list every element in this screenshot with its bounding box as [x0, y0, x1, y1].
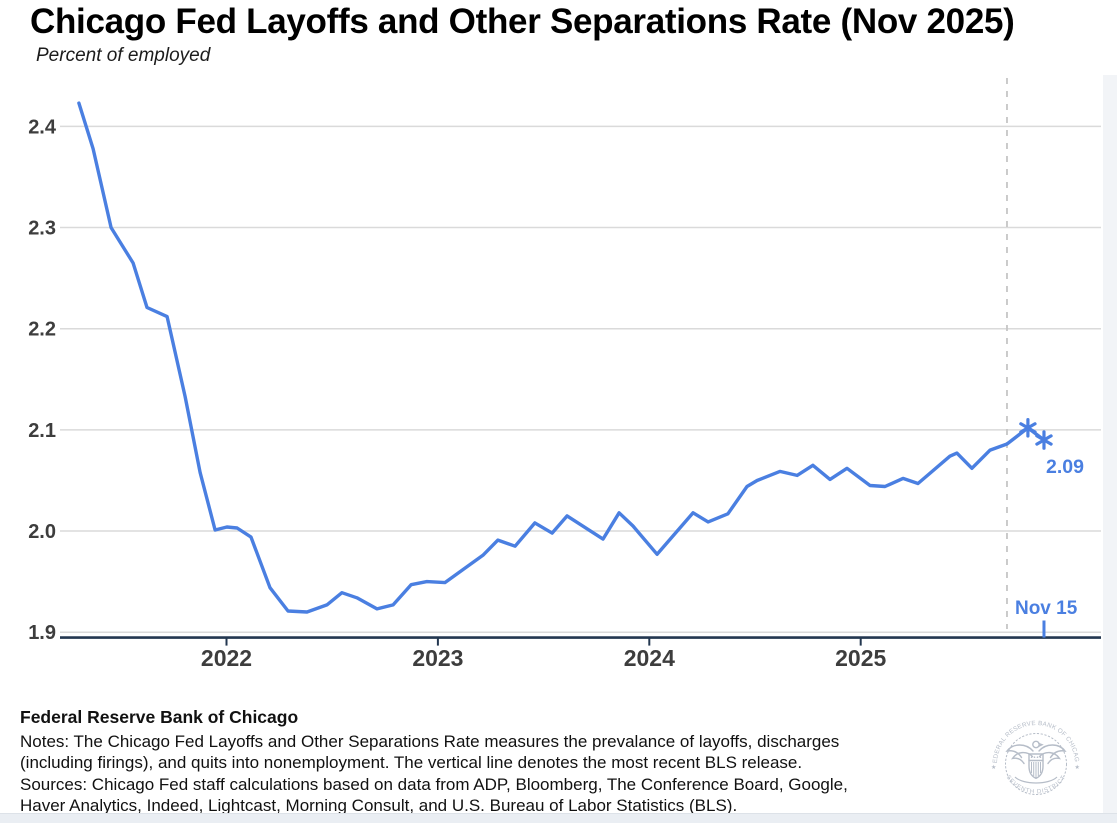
seal-top-text: FEDERAL RESERVE BANK OF CHICAGO — [988, 714, 1080, 763]
footer-sources-line-2: Haver Analytics, Indeed, Lightcast, Morn… — [20, 795, 738, 815]
eagle-emblem-stroke — [1038, 751, 1061, 765]
chart-title: Chicago Fed Layoffs and Other Separation… — [30, 2, 1015, 41]
data-point-star-marker — [1019, 422, 1037, 434]
last-value-label: 2.09 — [1046, 456, 1084, 478]
x-axis-tick-label: 2023 — [412, 645, 463, 671]
y-axis-tick-label: 1.9 — [28, 622, 56, 644]
eagle-emblem — [1005, 733, 1067, 795]
x-axis-tick-label: 2024 — [624, 645, 675, 671]
footer-sources-line-1: Sources: Chicago Fed staff calculations … — [20, 774, 848, 794]
shield-star-dot — [1033, 756, 1036, 758]
eagle-emblem-stroke — [1028, 753, 1044, 780]
footer-notes-line-1: Notes: The Chicago Fed Layoffs and Other… — [20, 732, 840, 751]
shield-star-dot — [1030, 756, 1033, 758]
seal-star-left: ★ — [991, 764, 996, 771]
seal-wreath-ring — [1005, 733, 1067, 795]
x-axis-tick-label: 2025 — [835, 645, 886, 671]
eagle-emblem-stroke — [1011, 751, 1034, 765]
x-axis-tick-label: 2022 — [201, 645, 252, 671]
y-axis-tick-label: 2.1 — [28, 420, 56, 442]
y-axis-tick-label: 2.2 — [28, 319, 56, 341]
y-axis-tick-label: 2.3 — [28, 218, 56, 240]
data-point-star-marker — [1035, 434, 1053, 446]
data-line — [77, 101, 1046, 614]
eagle-emblem-stroke — [1014, 776, 1058, 784]
y-axis-tick-label: 2.0 — [28, 521, 56, 543]
seal-star-right: ★ — [1075, 764, 1080, 771]
footer-org-name: Federal Reserve Bank of Chicago — [20, 707, 299, 727]
shield-star-dot — [1039, 756, 1042, 758]
chart-subtitle: Percent of employed — [36, 45, 211, 66]
eagle-emblem-stroke — [1038, 742, 1044, 747]
nov-15-label: Nov 15 — [1015, 598, 1078, 619]
footer: Federal Reserve Bank of Chicago Notes: T… — [20, 707, 848, 816]
footer-notes-line-2: (including firings), and quits into none… — [20, 753, 803, 773]
eagle-emblem-stroke — [1031, 762, 1041, 778]
eagle-head — [1032, 740, 1040, 749]
page-edge-right — [1103, 75, 1117, 822]
fed-seal-icon: FEDERAL RESERVE BANK OF CHICAGO SEVENTH … — [988, 714, 1080, 795]
shield-star-dot — [1036, 756, 1039, 758]
page-edge-bottom-bar — [0, 813, 1117, 823]
y-axis-tick-label: 2.4 — [28, 116, 57, 138]
